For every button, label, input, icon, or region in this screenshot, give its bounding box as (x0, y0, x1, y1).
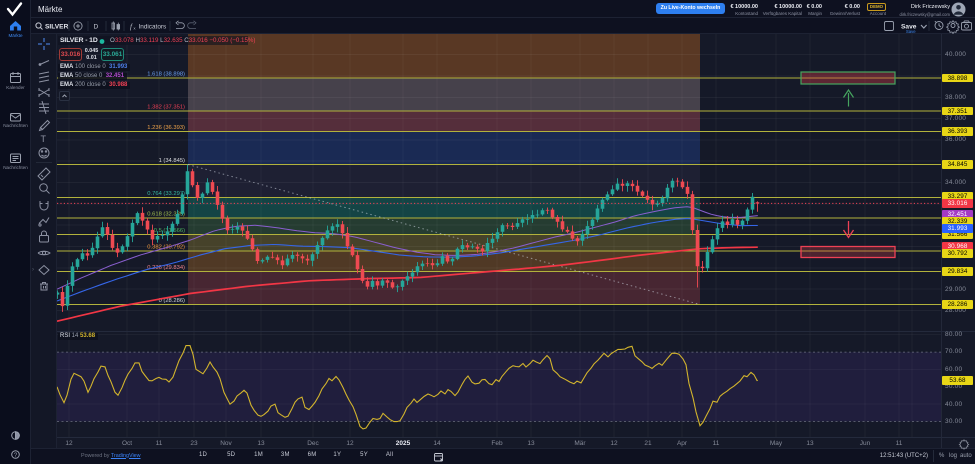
svg-text:T: T (41, 134, 47, 144)
svg-text:0.618 (32.339): 0.618 (32.339) (147, 212, 185, 218)
svg-text:Save: Save (901, 23, 917, 30)
svg-text:0.5 (31.566): 0.5 (31.566) (154, 228, 185, 234)
svg-text:0.236 (29.834): 0.236 (29.834) (147, 265, 185, 271)
svg-text:f: f (130, 23, 133, 31)
svg-text:0 (28.286): 0 (28.286) (159, 298, 185, 304)
svg-text:1.618 (38.898): 1.618 (38.898) (147, 72, 185, 78)
svg-text:0.764 (33.297): 0.764 (33.297) (147, 191, 185, 197)
svg-text:›: › (32, 267, 34, 273)
svg-text:SILVER: SILVER (45, 23, 69, 30)
svg-text:1.236 (36.393): 1.236 (36.393) (147, 125, 185, 131)
svg-text:x: x (134, 26, 136, 31)
svg-text:D: D (94, 23, 99, 30)
svg-text:Indicators: Indicators (139, 23, 167, 30)
svg-text:1.382 (37.351): 1.382 (37.351) (147, 105, 185, 111)
svg-text:?: ? (14, 453, 18, 459)
svg-text:1 (34.845): 1 (34.845) (159, 158, 185, 164)
